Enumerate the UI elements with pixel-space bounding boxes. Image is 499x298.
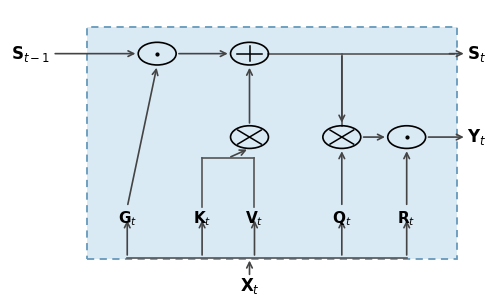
Text: $\mathbf{S}_{t-1}$: $\mathbf{S}_{t-1}$ [11,44,50,64]
Text: $\mathbf{G}_{t}$: $\mathbf{G}_{t}$ [118,210,137,228]
Text: $\mathbf{Q}_{t}$: $\mathbf{Q}_{t}$ [332,210,352,228]
Text: $\mathbf{R}_{t}$: $\mathbf{R}_{t}$ [398,210,416,228]
Text: $\mathbf{S}_{t}$: $\mathbf{S}_{t}$ [467,44,486,64]
Text: $\mathbf{K}_{t}$: $\mathbf{K}_{t}$ [193,210,212,228]
Text: $\mathbf{V}_{t}$: $\mathbf{V}_{t}$ [246,210,263,228]
Text: $\mathbf{X}_{t}$: $\mathbf{X}_{t}$ [240,276,259,296]
Text: $\mathbf{Y}_{t}$: $\mathbf{Y}_{t}$ [467,127,486,147]
FancyBboxPatch shape [87,27,457,259]
